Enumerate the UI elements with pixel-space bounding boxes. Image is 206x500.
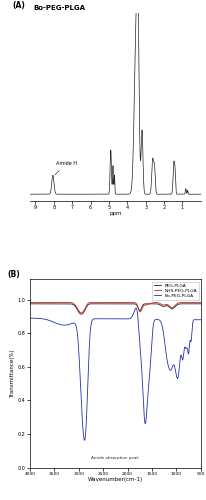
Text: Amide H: Amide H	[55, 161, 77, 175]
Legend: PEG-PLGA, NHS-PEG-PLGA, Bo-PEG-PLGA: PEG-PLGA, NHS-PEG-PLGA, Bo-PEG-PLGA	[152, 282, 199, 300]
Bo-PEG-PLGA	[60, 322, 62, 328]
NHS-PEG-PLGA	[80, 310, 82, 316]
Bo-PEG-PLGA	[156, 316, 159, 322]
Text: (A): (A)	[13, 1, 26, 10]
Y-axis label: Transmittance(%): Transmittance(%)	[10, 349, 15, 398]
PEG-PLGA	[169, 305, 172, 311]
Line: Bo-PEG-PLGA: Bo-PEG-PLGA	[30, 308, 201, 440]
NHS-PEG-PLGA	[131, 300, 134, 306]
NHS-PEG-PLGA	[60, 300, 62, 306]
Line: NHS-PEG-PLGA: NHS-PEG-PLGA	[30, 302, 201, 313]
NHS-PEG-PLGA	[29, 300, 31, 306]
NHS-PEG-PLGA	[94, 300, 96, 306]
Bo-PEG-PLGA	[140, 358, 142, 364]
PEG-PLGA	[60, 301, 62, 307]
PEG-PLGA	[29, 301, 31, 307]
Bo-PEG-PLGA	[83, 438, 86, 444]
Bo-PEG-PLGA	[169, 368, 172, 374]
Text: Bo-PEG-PLGA: Bo-PEG-PLGA	[33, 5, 85, 11]
X-axis label: ppm: ppm	[109, 211, 122, 216]
Bo-PEG-PLGA	[135, 305, 137, 311]
Bo-PEG-PLGA	[131, 313, 134, 319]
X-axis label: Wavenumber(cm-1): Wavenumber(cm-1)	[88, 477, 143, 482]
Bo-PEG-PLGA	[94, 316, 96, 322]
PEG-PLGA	[131, 301, 134, 307]
NHS-PEG-PLGA	[140, 308, 142, 314]
PEG-PLGA	[80, 311, 82, 317]
Bo-PEG-PLGA	[200, 317, 202, 323]
Line: PEG-PLGA: PEG-PLGA	[30, 304, 201, 314]
NHS-PEG-PLGA	[169, 304, 172, 310]
PEG-PLGA	[200, 301, 202, 307]
PEG-PLGA	[94, 301, 96, 307]
PEG-PLGA	[140, 306, 142, 312]
NHS-PEG-PLGA	[200, 300, 202, 306]
PEG-PLGA	[156, 301, 159, 307]
Bo-PEG-PLGA	[29, 315, 31, 321]
Text: Amide absorption peak: Amide absorption peak	[91, 456, 139, 460]
Text: (B): (B)	[8, 270, 20, 279]
NHS-PEG-PLGA	[156, 300, 159, 306]
